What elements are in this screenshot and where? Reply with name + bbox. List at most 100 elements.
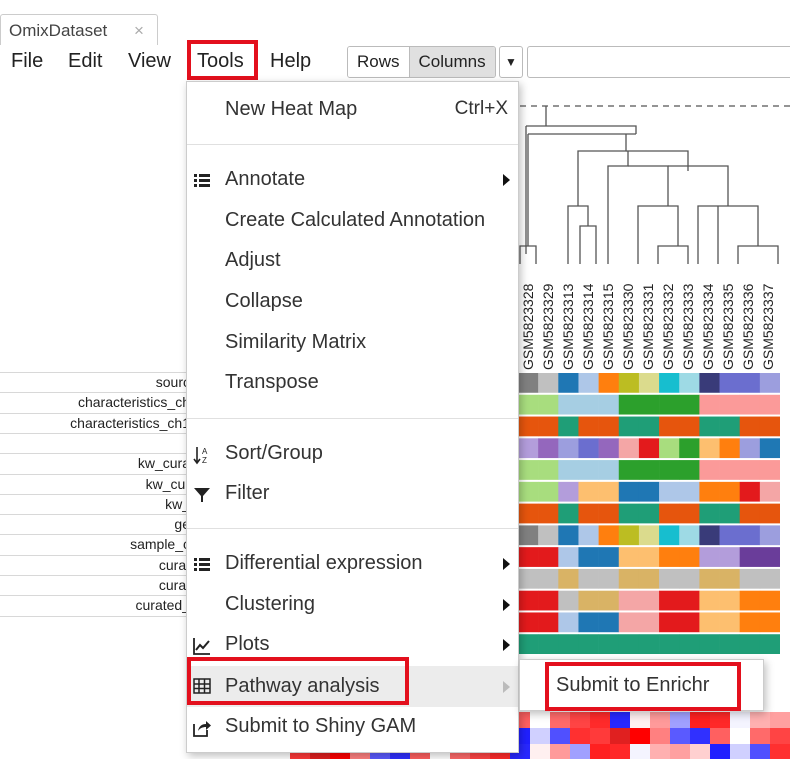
annotation-cell xyxy=(699,590,720,611)
menu-item-adjust[interactable]: Adjust xyxy=(187,242,518,280)
annotation-cell xyxy=(518,460,539,480)
annotation-cell xyxy=(659,481,680,502)
annotation-cell xyxy=(618,481,640,502)
menu-help[interactable]: Help xyxy=(270,50,312,72)
column-label: GSM5823335 xyxy=(718,262,738,372)
menu-item-label: Sort/Group xyxy=(225,442,323,464)
annotation-cell xyxy=(618,373,640,393)
submenu-arrow-icon xyxy=(503,639,510,651)
heatmap-cell xyxy=(630,712,650,728)
annotation-cell xyxy=(759,547,780,567)
heatmap-cell xyxy=(530,728,550,744)
line-chart-icon xyxy=(193,638,210,655)
menu-view[interactable]: View xyxy=(128,50,171,72)
annotation-cell xyxy=(538,460,559,480)
menu-tools[interactable]: Tools xyxy=(197,50,244,72)
search-input[interactable] xyxy=(527,46,790,78)
heatmap-cell xyxy=(570,712,590,728)
row-divider xyxy=(0,595,200,597)
list-icon xyxy=(194,174,210,187)
menu-item-new-heat-map[interactable]: New Heat Map Ctrl+X xyxy=(187,91,518,129)
annotation-cell xyxy=(679,525,700,546)
column-label-text: GSM5823315 xyxy=(600,283,616,370)
submenu-arrow-icon xyxy=(503,599,510,611)
heatmap-cell xyxy=(610,728,630,744)
menu-item-similarity-matrix[interactable]: Similarity Matrix xyxy=(187,324,518,362)
menu-item-label: Adjust xyxy=(225,249,281,271)
annotation-cell xyxy=(659,590,680,611)
annotation-cell xyxy=(699,525,720,546)
heatmap-cell xyxy=(770,744,790,759)
annotation-cell xyxy=(598,373,620,393)
row-label: curated_ xyxy=(135,597,190,614)
annotation-cell xyxy=(679,590,700,611)
caret-down-icon[interactable]: ▼ xyxy=(499,46,523,78)
heatmap-cell xyxy=(610,744,630,759)
annotation-cell xyxy=(699,503,720,524)
annotation-cell xyxy=(598,568,620,589)
enrichr-highlight-box xyxy=(545,662,741,711)
annotation-cell xyxy=(719,438,740,459)
annotation-cell xyxy=(618,590,640,611)
annotation-cell xyxy=(598,394,620,415)
heatmap-cell xyxy=(570,728,590,744)
column-label-text: GSM5823335 xyxy=(720,283,736,370)
annotation-cell xyxy=(558,590,579,611)
annotation-cell xyxy=(618,612,640,633)
rows-button[interactable]: Rows xyxy=(348,47,410,77)
annotation-cell xyxy=(578,612,599,633)
menu-item-submit-to-shiny-gam[interactable]: Submit to Shiny GAM xyxy=(187,708,518,746)
menu-item-transpose[interactable]: Transpose xyxy=(187,364,518,402)
menu-item-collapse[interactable]: Collapse xyxy=(187,283,518,321)
menu-item-pathway-analysis[interactable]: Pathway analysis xyxy=(187,666,518,707)
menu-file[interactable]: File xyxy=(11,50,44,72)
heatmap-cell xyxy=(530,744,550,759)
annotation-cell xyxy=(759,590,780,611)
menu-edit[interactable]: Edit xyxy=(68,50,103,72)
annotation-cell xyxy=(518,590,539,611)
annotation-cell xyxy=(598,481,620,502)
pathway-highlight-box xyxy=(187,657,409,705)
annotation-cell xyxy=(518,568,539,589)
annotation-cell xyxy=(739,503,761,524)
annotation-cell xyxy=(558,373,579,393)
annotation-cell xyxy=(759,373,780,393)
menu-item-label: Collapse xyxy=(225,290,303,312)
menu-item-clustering[interactable]: Clustering xyxy=(187,586,518,624)
menu-item-label: Filter xyxy=(225,482,270,504)
row-label: kw_cur xyxy=(145,475,190,492)
column-label: GSM5823315 xyxy=(598,262,618,372)
row-annotation-labels: sourc characteristics_ch characteristics_c… xyxy=(0,372,200,655)
annotation-cell xyxy=(538,525,559,546)
annotation-cell xyxy=(699,612,720,633)
annotation-cell xyxy=(739,590,761,611)
annotation-cell xyxy=(638,590,660,611)
row-divider xyxy=(0,534,200,536)
column-label: GSM5823336 xyxy=(738,262,758,372)
dataset-tab[interactable]: OmixDataset × xyxy=(0,14,158,45)
close-icon[interactable]: × xyxy=(134,21,144,40)
annotation-cell xyxy=(618,525,640,546)
annotation-cell xyxy=(638,416,660,437)
row-divider xyxy=(0,615,200,617)
annotation-grid xyxy=(518,373,780,654)
annotation-cell xyxy=(699,568,720,589)
annotation-cell xyxy=(719,481,740,502)
menu-item-annotate[interactable]: Annotate xyxy=(187,161,518,199)
menu-item-plots[interactable]: Plots xyxy=(187,626,518,664)
menu-item-filter[interactable]: Filter xyxy=(187,475,518,513)
menu-item-differential-expression[interactable]: Differential expression xyxy=(187,545,518,583)
annotation-cell xyxy=(518,634,539,654)
row-label: kw_ xyxy=(165,495,190,512)
annotation-cell xyxy=(578,634,599,654)
annotation-cell xyxy=(739,438,761,459)
heatmap-cell xyxy=(670,728,690,744)
row-divider xyxy=(0,392,200,394)
columns-button[interactable]: Columns xyxy=(409,47,495,77)
heatmap-cell xyxy=(690,728,710,744)
heatmap-cell xyxy=(650,744,670,759)
menu-item-create-calculated-annotation[interactable]: Create Calculated Annotation xyxy=(187,202,518,240)
submit-to-enrichr-item[interactable]: Submit to Enrichr xyxy=(556,674,710,696)
annotation-cell xyxy=(739,373,761,393)
